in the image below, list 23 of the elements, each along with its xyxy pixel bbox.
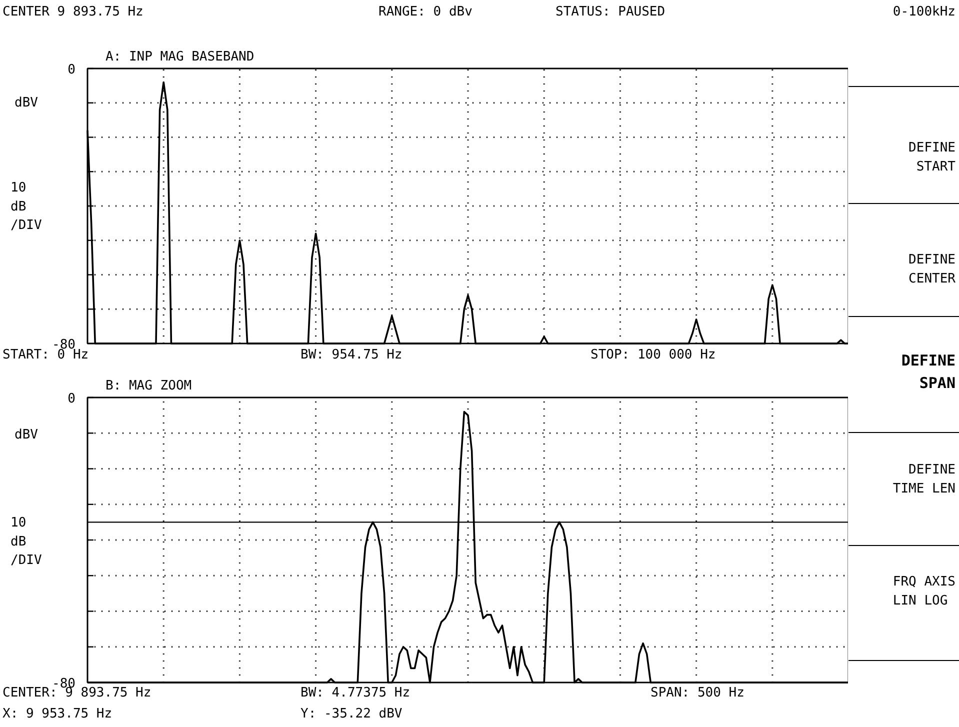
chart-title: B: MAG ZOOM (106, 378, 192, 394)
y-tick-label: 0 (68, 62, 76, 78)
text: 10 dB /DIV (10, 516, 42, 568)
text: DEFINE START (908, 140, 956, 174)
text: dBV (14, 96, 38, 110)
text: DEFINE SPAN (901, 352, 956, 392)
text: FRQ AXIS LIN LOG (892, 574, 956, 608)
text: X: 9 953.75 Hz (2, 706, 112, 722)
text: dBV (14, 428, 38, 442)
text: Y: -35.22 dBV (300, 706, 402, 722)
text: SPAN: 500 Hz (650, 686, 744, 700)
text: RANGE: 0 dBv (378, 4, 473, 20)
text: DEFINE TIME LEN (892, 462, 956, 496)
text: 0-100kHz (892, 4, 956, 20)
text: BW: 954.75 Hz (300, 348, 402, 362)
y-tick-label: 0 (68, 392, 76, 406)
text: STATUS: PAUSED (556, 4, 666, 20)
text: DEFINE CENTER (908, 252, 956, 286)
chart-title: A: INP MAG BASEBAND (106, 50, 254, 64)
text: CENTER 9 893.75 Hz (2, 4, 144, 20)
text: 10 dB /DIV (10, 180, 42, 233)
text: BW: 4.77375 Hz (300, 686, 410, 700)
text: STOP: 100 000 Hz (590, 348, 716, 362)
